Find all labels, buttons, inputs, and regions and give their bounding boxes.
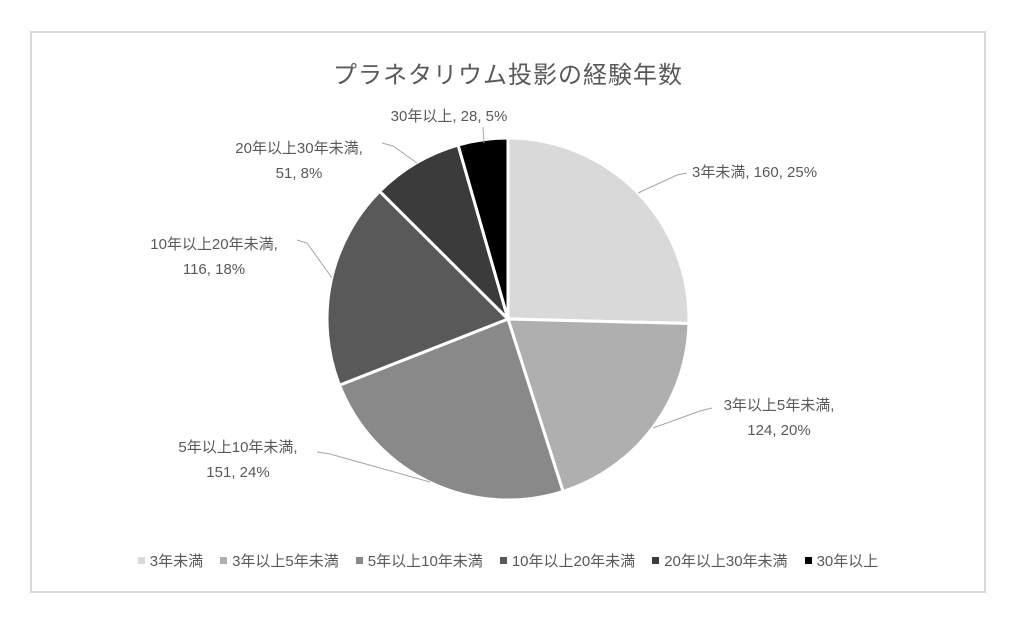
leader-line-1 [652, 407, 713, 429]
legend-item-label: 30年以上 [816, 553, 879, 570]
pie-slice-0[interactable] [506, 136, 691, 326]
legend-item-5[interactable]: 30年以上 [804, 550, 879, 571]
legend-item-2[interactable]: 5年以上10年未満 [355, 550, 483, 571]
leader-line-0 [637, 172, 688, 194]
leader-line-5 [482, 126, 485, 144]
legend-marker-icon [137, 557, 145, 564]
pie-slice-3[interactable] [325, 189, 511, 388]
legend-marker-icon [652, 557, 660, 564]
leader-line-3 [296, 239, 333, 279]
leader-line-4 [381, 142, 418, 164]
chart-title: プラネタリウム投影の経験年数 [333, 62, 683, 89]
data-label-2: 5年以上10年未満, 151, 24% [178, 439, 298, 481]
legend-item-label: 3年未満 [149, 553, 204, 570]
legend-item-label: 5年以上10年未満 [367, 553, 483, 570]
pie-slice-5[interactable] [456, 136, 510, 320]
data-label-5: 30年以上, 28, 5% [390, 108, 508, 125]
pie-slice-1[interactable] [505, 317, 691, 494]
legend-item-1[interactable]: 3年以上5年未満 [220, 550, 339, 571]
legend-marker-icon [355, 557, 363, 564]
legend-marker-icon [499, 557, 507, 564]
data-label-4: 20年以上30年未満, 51, 8% [235, 140, 363, 182]
legend-item-3[interactable]: 10年以上20年未満 [499, 550, 636, 571]
legend-marker-icon [220, 557, 228, 564]
legend-item-label: 20年以上30年未満 [664, 553, 788, 570]
legend-item-0[interactable]: 3年未満 [137, 550, 204, 571]
legend-item-label: 3年以上5年未満 [232, 553, 339, 570]
pie-slice-4[interactable] [377, 143, 512, 325]
data-label-3: 10年以上20年未満, 116, 18% [150, 236, 278, 278]
legend-marker-icon [804, 557, 812, 564]
data-label-1: 3年以上5年未満, 124, 20% [723, 397, 835, 439]
leader-line-2 [316, 451, 431, 483]
legend: 3年未満 3年以上5年未満 5年以上10年未満 10年以上20年未満 20年以上30年未… [30, 550, 986, 571]
legend-item-label: 10年以上20年未満 [511, 553, 636, 570]
data-label-0: 3年未満, 160, 25% [692, 164, 818, 181]
legend-item-4[interactable]: 20年以上30年未満 [652, 550, 788, 571]
